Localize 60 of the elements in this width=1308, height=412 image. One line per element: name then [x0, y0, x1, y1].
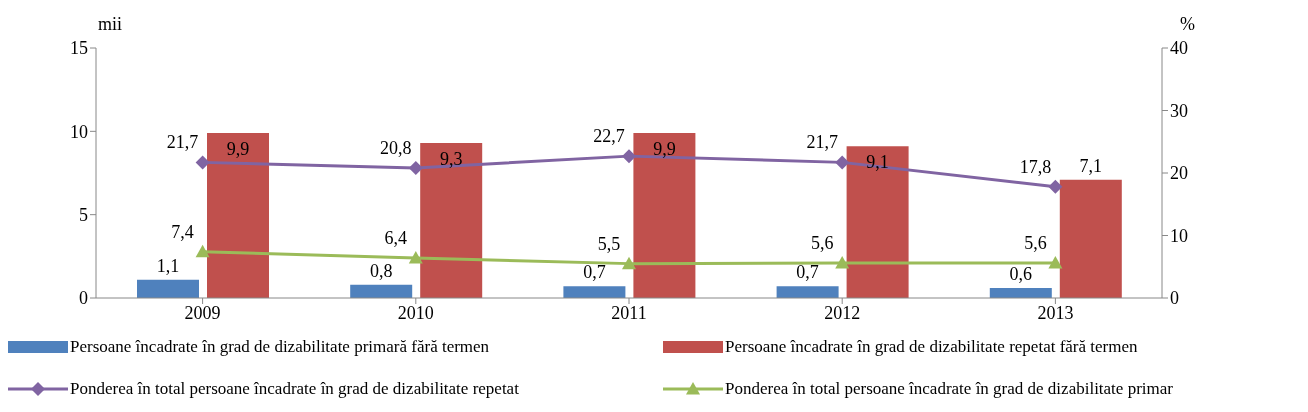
legend-label: Persoane încadrate în grad de dizabilitate repetat fără termen — [725, 337, 1138, 357]
y2-tick-label: 30 — [1170, 100, 1188, 121]
y2-tick-label: 10 — [1170, 225, 1188, 246]
data-label: 9,3 — [439, 149, 463, 169]
y-tick-label: 5 — [79, 205, 88, 226]
bar — [989, 288, 1052, 298]
y-tick-label: 10 — [70, 121, 88, 142]
legend-label: Ponderea în total persoane încadrate în grad de dizabilitate repetat — [70, 379, 519, 399]
point — [835, 256, 850, 269]
bar — [846, 146, 909, 298]
y-axis-title: mii — [98, 14, 123, 35]
y2-tick-label: 20 — [1170, 163, 1188, 184]
point — [1048, 179, 1063, 194]
y2-tick-label: 40 — [1170, 38, 1188, 59]
data-label: 21,7 — [166, 132, 199, 153]
data-label: 9,9 — [226, 139, 250, 159]
data-label: 5,6 — [1024, 233, 1047, 253]
point — [195, 155, 210, 170]
data-label: 1,1 — [156, 255, 180, 276]
data-label: 5,6 — [810, 233, 834, 253]
data-label: 0,7 — [796, 262, 819, 283]
data-label: 0,7 — [583, 262, 606, 283]
x-tick-label: 2009 — [184, 302, 221, 323]
bar — [1059, 179, 1122, 298]
legend-label: Ponderea în total persoane încadrate în grad de dizabilitate primar — [725, 379, 1173, 399]
data-label: 20,8 — [380, 138, 412, 158]
data-label: 0,8 — [369, 260, 393, 281]
point — [622, 149, 636, 164]
point — [408, 251, 423, 264]
data-label: 6,4 — [384, 228, 408, 248]
data-label: 21,7 — [806, 132, 838, 153]
point — [195, 244, 210, 258]
bar — [207, 133, 269, 298]
y-tick-label: 15 — [70, 38, 88, 59]
data-label: 0,6 — [1009, 264, 1033, 284]
point — [835, 155, 850, 170]
bar — [420, 143, 483, 298]
data-label: 7,4 — [171, 221, 194, 242]
point — [622, 256, 636, 270]
legend-label: Persoane încadrate în grad de dizabilitate primară fără termen — [70, 337, 490, 357]
point — [408, 161, 423, 175]
bar — [633, 133, 696, 298]
x-tick-label: 2012 — [824, 302, 861, 323]
data-label: 22,7 — [593, 126, 625, 147]
bar — [137, 279, 199, 298]
data-label: 9,1 — [866, 152, 889, 173]
y2-tick-label: 0 — [1170, 288, 1179, 309]
data-label: 9,9 — [653, 139, 676, 159]
x-tick-label: 2011 — [611, 302, 647, 323]
bar — [350, 284, 413, 298]
y-tick-label: 0 — [79, 288, 88, 309]
data-label: 7,1 — [1079, 155, 1103, 176]
x-tick-label: 2010 — [397, 302, 434, 323]
data-label: 17,8 — [1019, 156, 1052, 177]
bar — [563, 286, 626, 298]
point — [1048, 256, 1063, 269]
x-tick-label: 2013 — [1037, 302, 1074, 323]
bar — [776, 286, 839, 298]
y2-axis-title: % — [1180, 14, 1195, 35]
data-label: 5,5 — [597, 233, 621, 254]
